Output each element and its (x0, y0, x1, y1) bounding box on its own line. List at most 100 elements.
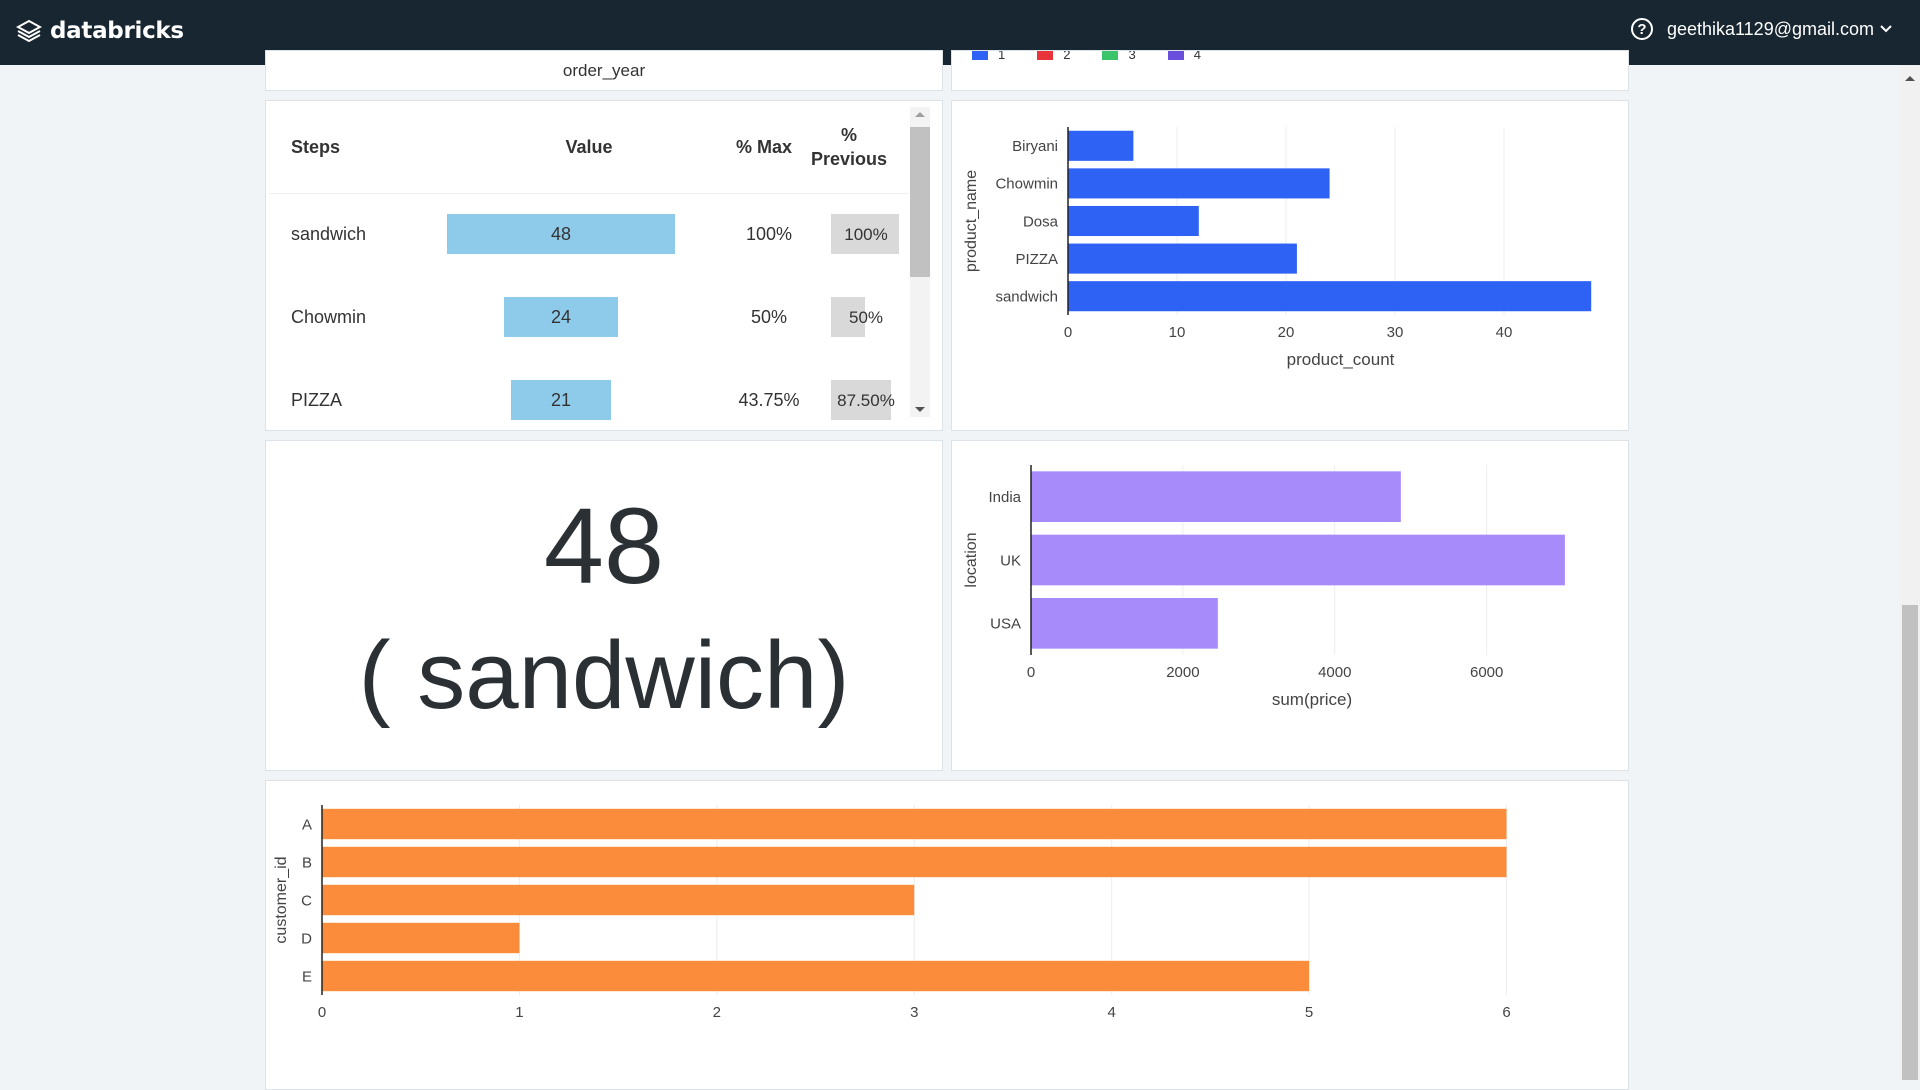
header-pct-previous-symbol[interactable]: % (840, 125, 857, 145)
y-tick-label: Dosa (1023, 213, 1059, 230)
bar-a (322, 808, 1507, 840)
y-tick-label: E (302, 968, 312, 985)
y-axis-label: location (963, 532, 980, 587)
help-icon[interactable]: ? (1630, 18, 1653, 40)
y-tick-label: USA (990, 616, 1021, 633)
legend-swatch (1037, 51, 1054, 60)
funnel-table: Steps Value % Max % Previous sandwich 48 1… (269, 101, 909, 430)
y-tick-label: PIZZA (1015, 251, 1058, 268)
legend-item[interactable]: 3 (1102, 51, 1136, 62)
bar-usa (1031, 598, 1218, 649)
funnel-pct-previous: 87.50% (837, 391, 895, 410)
page-scrollbar[interactable] (1900, 65, 1920, 1080)
legend-panel: 1 2 3 4 (951, 50, 1629, 91)
funnel-step-label: Chowmin (291, 307, 367, 327)
counter-label: ( sandwich) (358, 622, 850, 729)
bar-b (322, 846, 1507, 878)
order-year-panel: order_year (265, 50, 943, 91)
x-tick-label: 40 (1496, 324, 1513, 341)
y-axis-label: customer_id (273, 856, 290, 943)
funnel-value-bar: 21 (511, 380, 611, 420)
legend-label: 4 (1193, 50, 1201, 62)
y-tick-label: B (302, 854, 312, 871)
user-email-menu[interactable]: geethika1129@gmail.com (1666, 18, 1874, 39)
legend-item[interactable]: 2 (1037, 50, 1071, 62)
x-tick-label: 10 (1169, 324, 1186, 341)
databricks-logo-icon (16, 19, 42, 43)
bar-d (322, 922, 520, 954)
product-count-chart-panel: 0 10 20 30 40 Biryani Chowmin Dosa PIZZA sandwich… (951, 100, 1629, 431)
scroll-down-icon[interactable] (910, 403, 930, 417)
databricks-logo[interactable]: databricks (16, 18, 184, 44)
counter-panel: 48 ( sandwich) (265, 440, 943, 771)
scroll-up-icon[interactable] (910, 107, 930, 121)
legend-label: 2 (1063, 50, 1071, 62)
funnel-scrollbar[interactable] (910, 107, 930, 417)
x-axis-label: order_year (562, 61, 646, 80)
counter-value: 48 (543, 485, 665, 606)
x-tick-label: 3 (910, 1004, 918, 1021)
legend-swatch (1102, 51, 1119, 60)
y-tick-label: C (301, 892, 312, 909)
funnel-value-bar: 24 (504, 297, 618, 337)
header-pct-max[interactable]: % Max (735, 137, 793, 157)
chevron-down-icon[interactable] (1880, 25, 1892, 33)
funnel-pct-previous-bar (831, 297, 865, 337)
bar-pizza (1068, 243, 1297, 274)
x-axis-label: product_count (1287, 350, 1395, 369)
bar-biryani (1068, 130, 1134, 161)
x-tick-label: 1 (515, 1004, 523, 1021)
bar-india (1031, 471, 1401, 522)
funnel-pct-previous-bar (831, 214, 899, 254)
funnel-pct-max: 50% (750, 307, 788, 327)
bar-chowmin (1068, 168, 1330, 199)
location-price-chart-panel: 0 2000 4000 6000 India UK USA sum(price) locatio… (951, 440, 1629, 771)
y-tick-label: D (301, 930, 312, 947)
chart-legend: 1 2 3 4 (972, 50, 1201, 62)
funnel-header: Steps Value % Max % Previous (269, 101, 909, 194)
funnel-panel: Steps Value % Max % Previous sandwich 48 1… (265, 100, 943, 431)
y-tick-label: Chowmin (995, 176, 1058, 193)
header-pct-previous[interactable]: Previous (810, 149, 888, 169)
scroll-up-icon[interactable] (1900, 71, 1920, 85)
x-tick-label: 4 (1108, 1004, 1116, 1021)
x-tick-label: 6 (1502, 1004, 1510, 1021)
location-price-bar-chart: 0 2000 4000 6000 India UK USA sum(price) locatio… (963, 465, 1565, 709)
funnel-value-bar: 48 (447, 214, 675, 254)
x-tick-label: 2 (713, 1004, 721, 1021)
product-count-bar-chart: 0 10 20 30 40 Biryani Chowmin Dosa PIZZA sandwich… (963, 127, 1592, 369)
page-scrollbar-thumb[interactable] (1902, 605, 1918, 1080)
brand-name: databricks (50, 18, 184, 44)
scrollbar-thumb[interactable] (910, 127, 930, 277)
bar-e (322, 960, 1310, 992)
x-tick-label: 30 (1387, 324, 1404, 341)
funnel-row: sandwich 48 100% 100% (269, 194, 909, 277)
legend-swatch (1167, 51, 1184, 60)
x-tick-label: 2000 (1166, 664, 1199, 681)
y-tick-label: UK (1000, 552, 1021, 569)
y-tick-label: India (988, 489, 1021, 506)
x-tick-label: 0 (318, 1004, 326, 1021)
x-tick-label: 0 (1027, 664, 1035, 681)
legend-label: 1 (998, 50, 1006, 62)
y-tick-label: A (302, 816, 312, 833)
funnel-pct-previous: 100% (844, 225, 888, 244)
header-value[interactable]: Value (565, 137, 613, 157)
y-tick-label: sandwich (995, 288, 1058, 305)
header-steps[interactable]: Steps (291, 137, 341, 157)
bar-c (322, 884, 915, 916)
bar-uk (1031, 534, 1565, 586)
legend-swatch (972, 51, 988, 60)
x-tick-label: 6000 (1470, 664, 1503, 681)
funnel-step-label: PIZZA (291, 390, 343, 410)
funnel-pct-previous-bar (831, 380, 891, 420)
funnel-pct-previous: 50% (848, 308, 884, 327)
legend-item[interactable]: 4 (1167, 50, 1201, 62)
bar-sandwich (1068, 281, 1592, 312)
x-tick-label: 20 (1278, 324, 1295, 341)
x-tick-label: 0 (1064, 324, 1072, 341)
legend-item[interactable]: 1 (972, 50, 1006, 62)
x-axis-label: sum(price) (1272, 690, 1352, 709)
